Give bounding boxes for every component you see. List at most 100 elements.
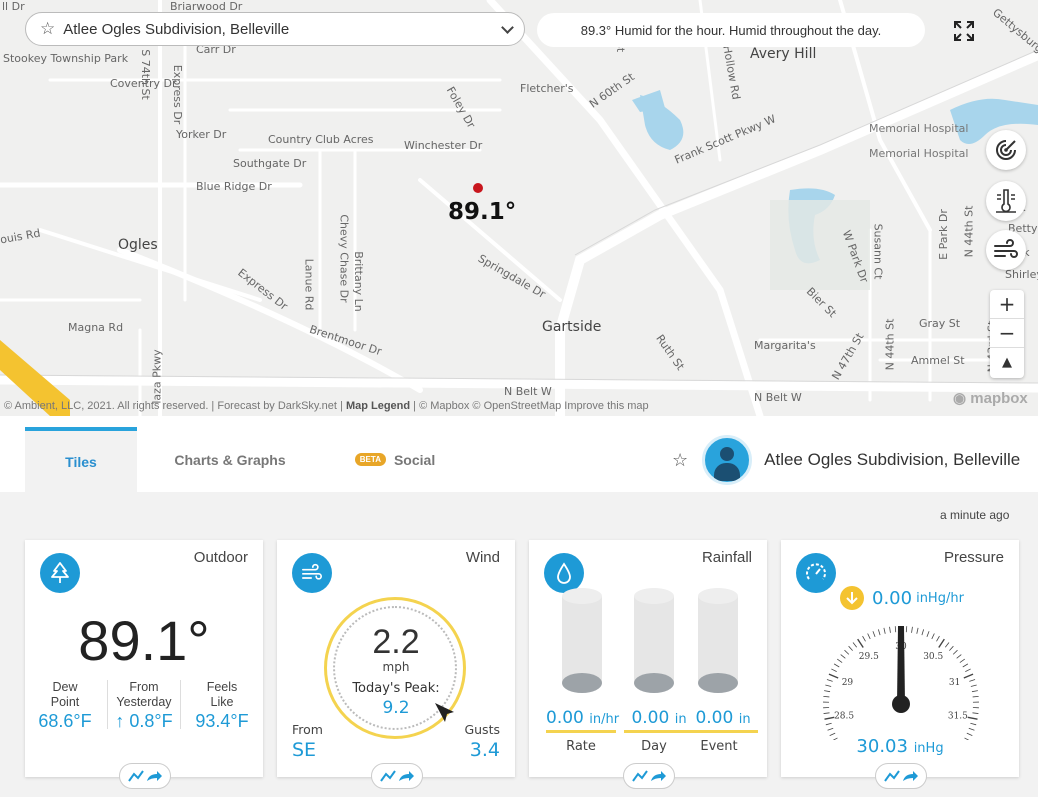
rain-day-gauge <box>634 588 674 693</box>
attribution-text[interactable]: | © Mapbox © OpenStreetMap Improve this … <box>410 400 649 412</box>
gauge-tick <box>926 631 930 637</box>
fullscreen-icon[interactable] <box>952 19 976 43</box>
star-icon[interactable]: ☆ <box>672 449 689 471</box>
chart-link-button[interactable] <box>875 763 927 789</box>
wind-from-value: SE <box>292 739 317 761</box>
zoom-in-button[interactable]: + <box>990 290 1024 319</box>
tab-charts-graphs[interactable]: Charts & Graphs <box>174 451 286 468</box>
tile-title: Outdoor <box>193 549 248 566</box>
tab-tiles[interactable]: Tiles <box>25 427 137 492</box>
station-temp-label[interactable]: 89.1° <box>448 199 517 225</box>
pressure-value: 30.03 inHg <box>781 736 1019 757</box>
gauge-tick <box>824 690 831 693</box>
gauge-tick <box>833 663 840 668</box>
map-label: Shirley <box>1005 268 1038 281</box>
gauge-tick <box>959 658 966 663</box>
station-marker[interactable] <box>473 183 483 193</box>
chart-link-button[interactable] <box>623 763 675 789</box>
zoom-out-button[interactable]: − <box>990 319 1024 348</box>
gauge-tick <box>967 716 978 720</box>
wind-compass <box>324 597 466 739</box>
map-label: N 44th St <box>883 318 897 371</box>
map-label: N Belt W <box>754 391 802 404</box>
gauge-tick <box>971 690 978 693</box>
temperature-layer-button[interactable] <box>986 181 1026 221</box>
gauge-tick <box>972 712 979 714</box>
pressure-trend-unit: inHg/hr <box>916 590 964 606</box>
rain-day-unit: in <box>674 712 687 727</box>
chart-share-icon <box>632 770 666 782</box>
station-name: Atlee Ogles Subdivision, Belleville <box>764 450 1021 469</box>
radar-icon <box>996 140 1016 160</box>
wind-unit: mph <box>382 660 410 674</box>
tile-title: Wind <box>465 549 500 566</box>
map-view[interactable]: ll Dr Briarwood Dr Carr Dr Stookey Towns… <box>0 0 1038 416</box>
tab-social[interactable]: BETA Social <box>345 427 445 492</box>
dew-point: Dew Point 68.6°F <box>31 680 99 730</box>
map-label: Carr Dr <box>196 43 236 56</box>
map-label: Southgate Dr <box>233 157 307 170</box>
chevron-down-icon[interactable] <box>501 20 514 34</box>
gauge-tick <box>823 695 830 698</box>
map-label: Margarita's <box>754 339 816 352</box>
gauge-label: 28.5 <box>834 711 854 721</box>
wind-tile[interactable]: Wind 2.2 mph Today's Peak: 9.2 From SE G… <box>277 540 515 789</box>
chart-share-icon <box>128 770 162 782</box>
map-legend-link[interactable]: Map Legend <box>345 400 411 412</box>
pressure-number: 30.03 <box>856 736 908 757</box>
outdoor-tile[interactable]: Outdoor 89.1° Dew Point 68.6°F From Yest… <box>25 540 263 789</box>
wind-gusts: Gusts 3.4 <box>464 722 500 761</box>
map-label: Coventry Dr <box>110 77 177 90</box>
rainfall-tile[interactable]: Rainfall 0.00 in/hr 0.00 in 0.00 in Rate… <box>529 540 767 789</box>
rain-rate-value: 0.00 in/hr <box>546 708 619 733</box>
wind-peak-label: Today's Peak: <box>352 681 440 696</box>
gauge-tick <box>972 695 979 698</box>
gauge-tick <box>931 633 935 640</box>
chart-share-icon <box>884 770 918 782</box>
pressure-unit: inHg <box>913 741 944 756</box>
gauge-tick <box>825 722 832 726</box>
gauge-tick <box>852 642 858 648</box>
compass-button[interactable]: ▲ <box>1002 355 1012 370</box>
chart-link-button[interactable] <box>119 763 171 789</box>
gauge-tick <box>936 635 940 642</box>
gauge-tick <box>970 684 977 687</box>
user-icon-body <box>714 463 741 481</box>
gauge-tick <box>911 626 913 633</box>
radar-layer-button[interactable] <box>986 130 1026 170</box>
star-icon[interactable]: ☆ <box>40 19 56 39</box>
wind-from: From SE <box>292 722 323 761</box>
gauge-tick <box>889 626 891 633</box>
pressure-tile[interactable]: Pressure 0.00 inHg/hr 2828.52929.53030.5… <box>781 540 1019 789</box>
dew-point-label: Point <box>50 695 80 709</box>
gauge-tick <box>829 732 836 736</box>
gauge-tick <box>848 645 853 651</box>
mapbox-logo[interactable]: ◉ mapbox <box>953 390 1028 407</box>
wind-layer-button[interactable] <box>986 230 1026 270</box>
gauge-tick <box>964 737 970 740</box>
location-select[interactable]: ☆ Atlee Ogles Subdivision, Belleville <box>25 12 525 46</box>
arrow-down-icon <box>840 586 864 610</box>
map-label: Stookey Township Park <box>3 52 129 65</box>
gauge-tick <box>877 629 881 636</box>
map-label: Fletcher's <box>520 82 574 95</box>
chart-share-icon <box>380 770 414 782</box>
rain-event-unit: in <box>738 712 751 727</box>
map-label: Express Dr <box>171 64 185 125</box>
gauge-tick <box>827 727 834 731</box>
feels-like-label: Feels <box>206 680 238 694</box>
rain-event-number: 0.00 <box>695 708 734 728</box>
gauge-tick <box>840 654 846 659</box>
gauge-tick <box>831 668 837 672</box>
rain-event-gauge <box>698 588 738 693</box>
gauge-tick <box>867 633 871 640</box>
thermometer-icon <box>996 189 1016 213</box>
gauge-tick <box>944 642 950 648</box>
chart-link-button[interactable] <box>371 763 423 789</box>
wind-gusts-value: 3.4 <box>469 739 500 761</box>
map-label: Ammel St <box>911 354 965 367</box>
rain-event-value: 0.00 in <box>688 708 758 733</box>
avatar[interactable] <box>702 435 753 485</box>
rain-rate-number: 0.00 <box>546 708 584 728</box>
